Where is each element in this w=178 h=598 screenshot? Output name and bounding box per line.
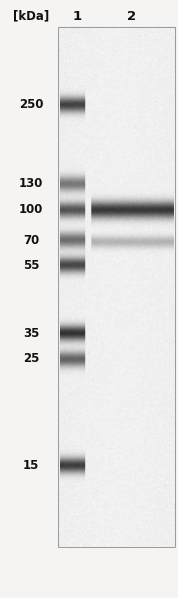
- Text: 70: 70: [23, 234, 39, 247]
- Text: 2: 2: [127, 10, 136, 23]
- Text: 15: 15: [23, 459, 39, 472]
- Text: 25: 25: [23, 352, 39, 365]
- Text: 100: 100: [19, 203, 43, 216]
- Text: 1: 1: [73, 10, 82, 23]
- Text: 250: 250: [19, 98, 43, 111]
- Bar: [58, 27, 175, 547]
- Text: 130: 130: [19, 177, 43, 190]
- Text: [kDa]: [kDa]: [13, 10, 49, 23]
- Text: 55: 55: [23, 259, 39, 272]
- Text: 35: 35: [23, 327, 39, 340]
